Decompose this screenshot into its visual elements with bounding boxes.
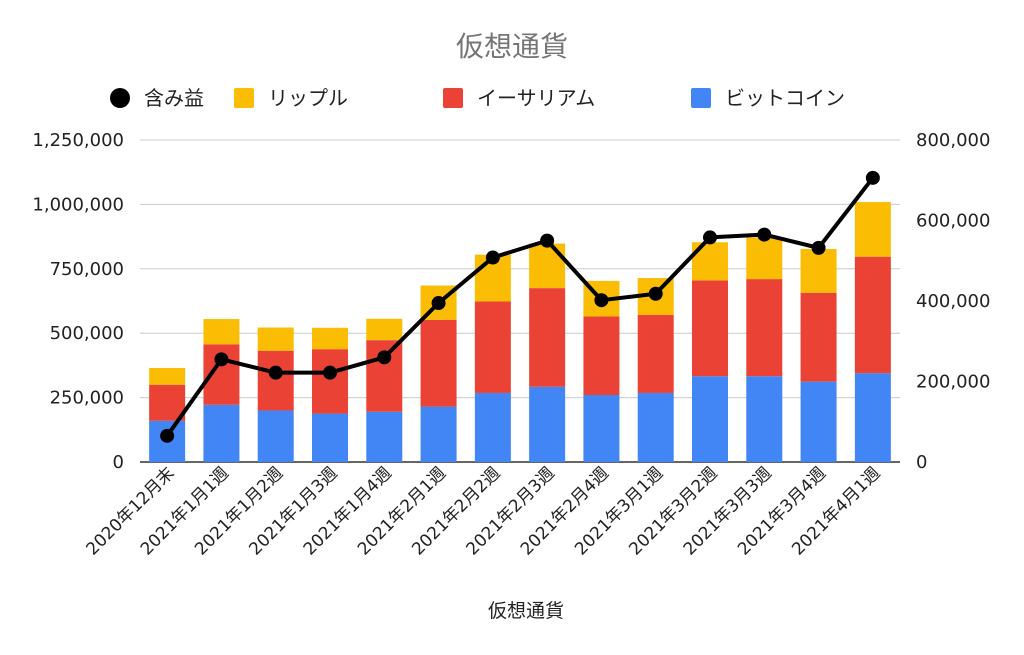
bar <box>366 411 403 462</box>
legend-swatch <box>691 88 711 108</box>
bar <box>257 350 294 411</box>
legend-item: 含み益 <box>110 86 204 110</box>
legend-label: イーサリアム <box>477 86 595 110</box>
bar <box>257 327 294 351</box>
bar <box>203 319 240 345</box>
y-tick-label-right: 600,000 <box>916 211 990 232</box>
profit-line <box>165 176 875 437</box>
bar <box>312 327 348 350</box>
line-point <box>431 296 446 311</box>
bar <box>746 279 783 377</box>
bar <box>420 406 457 462</box>
bar <box>149 367 186 385</box>
line-point <box>540 233 555 248</box>
y-tick-label-left: 750,000 <box>50 259 124 280</box>
x-axis: 2020年12月末2021年1月1週2021年1月2週2021年1月3週2021… <box>83 463 885 559</box>
legend-item: イーサリアム <box>443 86 595 110</box>
legend-item: リップル <box>234 86 348 110</box>
bar <box>746 237 783 280</box>
bar <box>529 243 566 289</box>
y-tick-label-right: 800,000 <box>916 130 990 151</box>
bar <box>257 410 294 462</box>
y-axis-left: 0 250,000 500,000 750,000 1,000,000 1,250,000 <box>32 130 124 473</box>
y-tick-label-left: 500,000 <box>50 323 124 344</box>
y-tick-label-right: 200,000 <box>916 372 990 393</box>
bars <box>149 202 891 462</box>
bar <box>583 316 620 396</box>
line-point <box>865 170 880 185</box>
bar <box>637 314 674 393</box>
bar <box>312 349 348 414</box>
y-tick-label-left: 250,000 <box>50 388 124 409</box>
bar <box>692 280 728 377</box>
gridlines <box>140 139 900 463</box>
line-series <box>160 170 880 443</box>
bar <box>854 202 891 257</box>
bar <box>800 292 837 382</box>
line-point <box>377 350 392 365</box>
line-point <box>811 240 826 255</box>
line-point <box>268 365 283 380</box>
bar <box>692 376 728 462</box>
line-point <box>648 286 663 301</box>
x-axis-title: 仮想通貨 <box>488 600 564 622</box>
legend-marker <box>110 88 130 108</box>
legend-label: 含み益 <box>144 86 204 110</box>
bar <box>800 381 837 462</box>
bar <box>583 395 620 462</box>
line-point <box>485 250 500 265</box>
line-point <box>160 428 175 443</box>
bar <box>854 256 891 374</box>
legend: 含み益 リップル イーサリアム ビットコイン <box>110 86 845 110</box>
legend-label: ビットコイン <box>725 86 845 110</box>
bar <box>637 392 674 462</box>
line-point <box>703 230 717 245</box>
bar <box>420 319 457 407</box>
bar <box>854 373 891 462</box>
bar <box>474 392 511 462</box>
bar <box>149 384 186 421</box>
line-point <box>214 352 229 367</box>
bar <box>746 376 783 462</box>
bar <box>312 413 348 462</box>
legend-item: ビットコイン <box>691 86 845 110</box>
bar <box>366 318 403 341</box>
line-point <box>757 227 772 242</box>
legend-label: リップル <box>268 86 348 110</box>
line-point <box>323 365 337 380</box>
y-tick-label-left: 1,250,000 <box>32 130 124 151</box>
bar <box>800 248 837 293</box>
legend-swatch <box>234 88 254 108</box>
bar <box>203 404 240 462</box>
bar <box>529 288 566 387</box>
y-tick-label-right: 400,000 <box>916 291 990 312</box>
y-axis-right: 0 200,000 400,000 600,000 800,000 <box>916 130 990 473</box>
chart-title: 仮想通貨 <box>456 30 568 63</box>
y-tick-label-left: 0 <box>113 452 124 473</box>
y-tick-label-left: 1,000,000 <box>32 194 124 215</box>
bar <box>474 301 511 393</box>
line-point <box>594 293 609 308</box>
legend-swatch <box>443 88 463 108</box>
bar <box>529 386 566 462</box>
y-tick-label-right: 0 <box>916 452 927 473</box>
